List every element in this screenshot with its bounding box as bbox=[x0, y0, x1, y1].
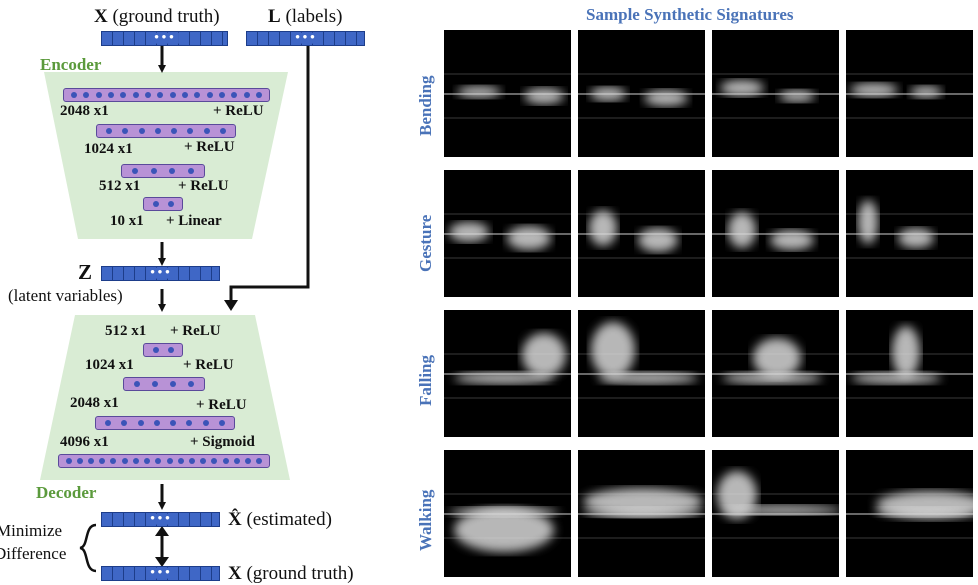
decoder-layer-2 bbox=[123, 377, 205, 391]
encoder-layer-2-size: 1024 x1 bbox=[84, 141, 133, 157]
latent-z-vector: ••• bbox=[101, 266, 220, 281]
decoder-layer-2-act: + ReLU bbox=[183, 357, 234, 373]
signatures-title: Sample Synthetic Signatures bbox=[586, 5, 794, 24]
encoder-layer-3 bbox=[121, 164, 205, 178]
decoder-layer-1-act: + ReLU bbox=[170, 323, 221, 339]
signature-panel-bending-2 bbox=[578, 30, 705, 157]
encoder-title: Encoder bbox=[40, 55, 102, 74]
signature-panel-gesture-4 bbox=[846, 170, 973, 297]
signature-panel-bending-3 bbox=[712, 30, 839, 157]
encoder-layer-1 bbox=[63, 88, 270, 102]
signature-panel-falling-3 bbox=[712, 310, 839, 437]
signature-panel-gesture-3 bbox=[712, 170, 839, 297]
output-xhat-label: X̂ (estimated) bbox=[228, 509, 332, 530]
signature-panel-falling-4 bbox=[846, 310, 973, 437]
input-x-label: X (ground truth) bbox=[94, 6, 220, 27]
output-x-label: X (ground truth) bbox=[228, 563, 354, 584]
signature-panel-falling-1 bbox=[444, 310, 571, 437]
output-xhat-vector: ••• bbox=[101, 512, 220, 527]
input-l-vector: ••• bbox=[246, 31, 365, 46]
signature-grid bbox=[444, 30, 978, 585]
decoder-layer-4 bbox=[58, 454, 270, 468]
decoder-layer-2-size: 1024 x1 bbox=[85, 357, 134, 373]
decoder-layer-1-size: 512 x1 bbox=[105, 323, 147, 339]
decoder-layer-3-act: + ReLU bbox=[196, 397, 247, 413]
decoder-layer-1 bbox=[143, 343, 183, 357]
signature-panel-bending-1 bbox=[444, 30, 571, 157]
row-label-bending: Bending bbox=[416, 75, 435, 136]
encoder-layer-1-act: + ReLU bbox=[213, 103, 264, 119]
encoder-layer-2 bbox=[96, 124, 236, 138]
signature-panel-walking-4 bbox=[846, 450, 973, 577]
decoder-title: Decoder bbox=[36, 483, 97, 502]
latent-z-text: (latent variables) bbox=[8, 286, 123, 305]
row-label-walking: Walking bbox=[416, 489, 435, 551]
decoder-layer-4-size: 4096 x1 bbox=[60, 434, 109, 450]
difference-label: Difference bbox=[0, 544, 67, 563]
decoder-layer-4-act: + Sigmoid bbox=[190, 434, 255, 450]
decoder-layer-3 bbox=[95, 416, 235, 430]
input-x-vector: ••• bbox=[101, 31, 228, 46]
encoder-layer-4-size: 10 x1 bbox=[110, 213, 144, 229]
row-label-falling: Falling bbox=[416, 354, 435, 406]
minimize-label: Minimize bbox=[0, 521, 63, 540]
encoder-trapezoid bbox=[44, 72, 288, 239]
encoder-layer-4 bbox=[143, 197, 183, 211]
encoder-layer-3-act: + ReLU bbox=[178, 178, 229, 194]
signature-panel-falling-2 bbox=[578, 310, 705, 437]
signature-panel-gesture-1 bbox=[444, 170, 571, 297]
output-x-vector: ••• bbox=[101, 566, 220, 581]
encoder-layer-3-size: 512 x1 bbox=[99, 178, 141, 194]
decoder-trapezoid bbox=[40, 315, 290, 480]
row-label-gesture: Gesture bbox=[416, 214, 435, 272]
signature-panel-gesture-2 bbox=[578, 170, 705, 297]
signature-panel-walking-1 bbox=[444, 450, 571, 577]
curly-brace bbox=[79, 523, 97, 573]
signature-panel-walking-3 bbox=[712, 450, 839, 577]
latent-z-symbol: Z bbox=[78, 260, 93, 284]
input-l-label: L (labels) bbox=[268, 6, 343, 27]
arrow-labels-to-decoder bbox=[229, 46, 310, 304]
encoder-layer-2-act: + ReLU bbox=[184, 139, 235, 155]
encoder-layer-4-act: + Linear bbox=[166, 213, 222, 229]
signature-panel-walking-2 bbox=[578, 450, 705, 577]
signature-panel-bending-4 bbox=[846, 30, 973, 157]
decoder-layer-3-size: 2048 x1 bbox=[70, 395, 119, 411]
encoder-layer-1-size: 2048 x1 bbox=[60, 103, 109, 119]
